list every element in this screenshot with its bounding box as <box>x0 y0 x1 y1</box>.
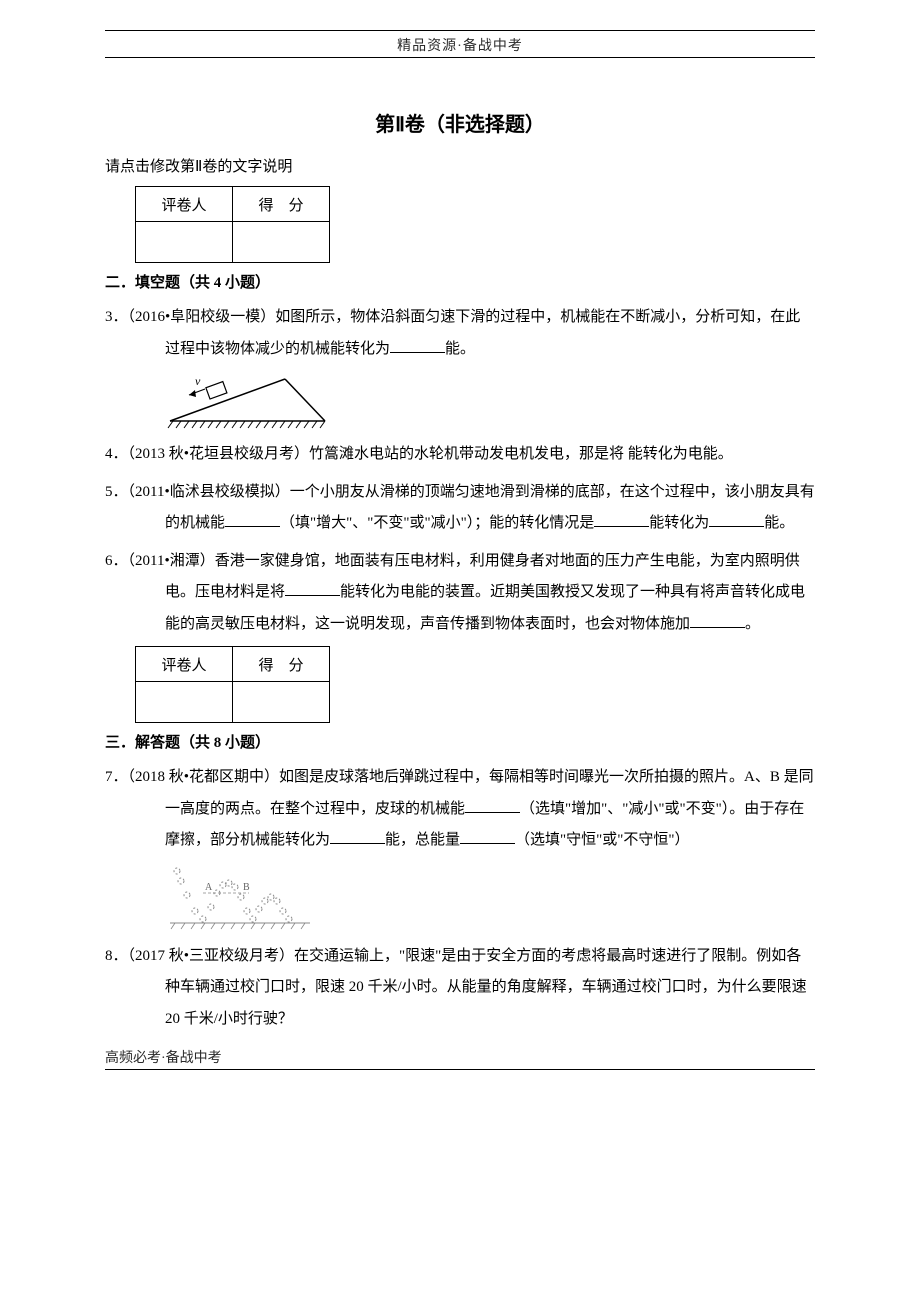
footer: 高频必考·备战中考 <box>105 1047 815 1070</box>
score-cell <box>136 222 233 263</box>
score-cell <box>136 682 233 723</box>
top-rule <box>105 30 815 31</box>
q4-b: 能转化为电能。 <box>628 446 733 462</box>
blank <box>594 512 649 527</box>
score-table: 评卷人 得 分 <box>135 186 330 263</box>
blank <box>460 829 515 844</box>
q4-a: 4．（2013 秋•花垣县校级月考）竹篙滩水电站的水轮机带动发电机发电，那是将 <box>105 446 624 462</box>
incline-figure: v <box>165 371 815 431</box>
top-header: 精品资源·备战中考 <box>105 35 815 55</box>
question-4: 4．（2013 秋•花垣县校级月考）竹篙滩水电站的水轮机带动发电机发电，那是将 … <box>105 439 815 471</box>
score-cell <box>233 222 330 263</box>
q7-d: （选填"守恒"或"不守恒"） <box>515 832 690 848</box>
part2-heading: 二．填空题（共 4 小题） <box>105 271 815 292</box>
blank <box>690 613 745 628</box>
question-7: 7．（2018 秋•花都区期中）如图是皮球落地后弹跳过程中，每隔相等时间曝光一次… <box>105 762 815 857</box>
v-label: v <box>195 374 201 388</box>
question-8: 8．（2017 秋•三亚校级月考）在交通运输上，"限速"是由于安全方面的考虑将最… <box>105 941 815 1036</box>
section-title: 第Ⅱ卷（非选择题） <box>105 108 815 137</box>
score-cell <box>233 682 330 723</box>
blank <box>225 512 280 527</box>
bounce-figure: A B <box>165 863 815 933</box>
q6-c: 。 <box>745 616 760 632</box>
q5-c: 能转化为 <box>649 515 709 531</box>
part3-heading: 三．解答题（共 8 小题） <box>105 731 815 752</box>
q7-c: 能，总能量 <box>385 832 460 848</box>
question-3: 3．（2016•阜阳校级一模）如图所示，物体沿斜面匀速下滑的过程中，机械能在不断… <box>105 302 815 365</box>
label-b: B <box>243 882 250 893</box>
q8-text: 8．（2017 秋•三亚校级月考）在交通运输上，"限速"是由于安全方面的考虑将最… <box>105 948 807 1027</box>
blank <box>465 798 520 813</box>
blank <box>709 512 764 527</box>
q5-d: 能。 <box>764 515 794 531</box>
score-h2: 得 分 <box>233 647 330 682</box>
question-6: 6．（2011•湘潭）香港一家健身馆，地面装有压电材料，利用健身者对地面的压力产… <box>105 546 815 641</box>
score-table-2: 评卷人 得 分 <box>135 646 330 723</box>
q3-tail: 能。 <box>445 341 475 357</box>
page: 精品资源·备战中考 第Ⅱ卷（非选择题） 请点击修改第Ⅱ卷的文字说明 评卷人 得 … <box>0 0 920 1302</box>
blank <box>285 581 340 596</box>
instruction: 请点击修改第Ⅱ卷的文字说明 <box>105 155 815 176</box>
top-header-rule <box>105 57 815 58</box>
score-h1: 评卷人 <box>136 187 233 222</box>
score-h1: 评卷人 <box>136 647 233 682</box>
blank <box>390 338 445 353</box>
blank <box>330 829 385 844</box>
score-h2: 得 分 <box>233 187 330 222</box>
question-5: 5．（2011•临沭县校级模拟）一个小朋友从滑梯的顶端匀速地滑到滑梯的底部，在这… <box>105 477 815 540</box>
label-a: A <box>205 882 213 893</box>
q5-b: （填"增大"、"不变"或"减小"）；能的转化情况是 <box>280 515 594 531</box>
